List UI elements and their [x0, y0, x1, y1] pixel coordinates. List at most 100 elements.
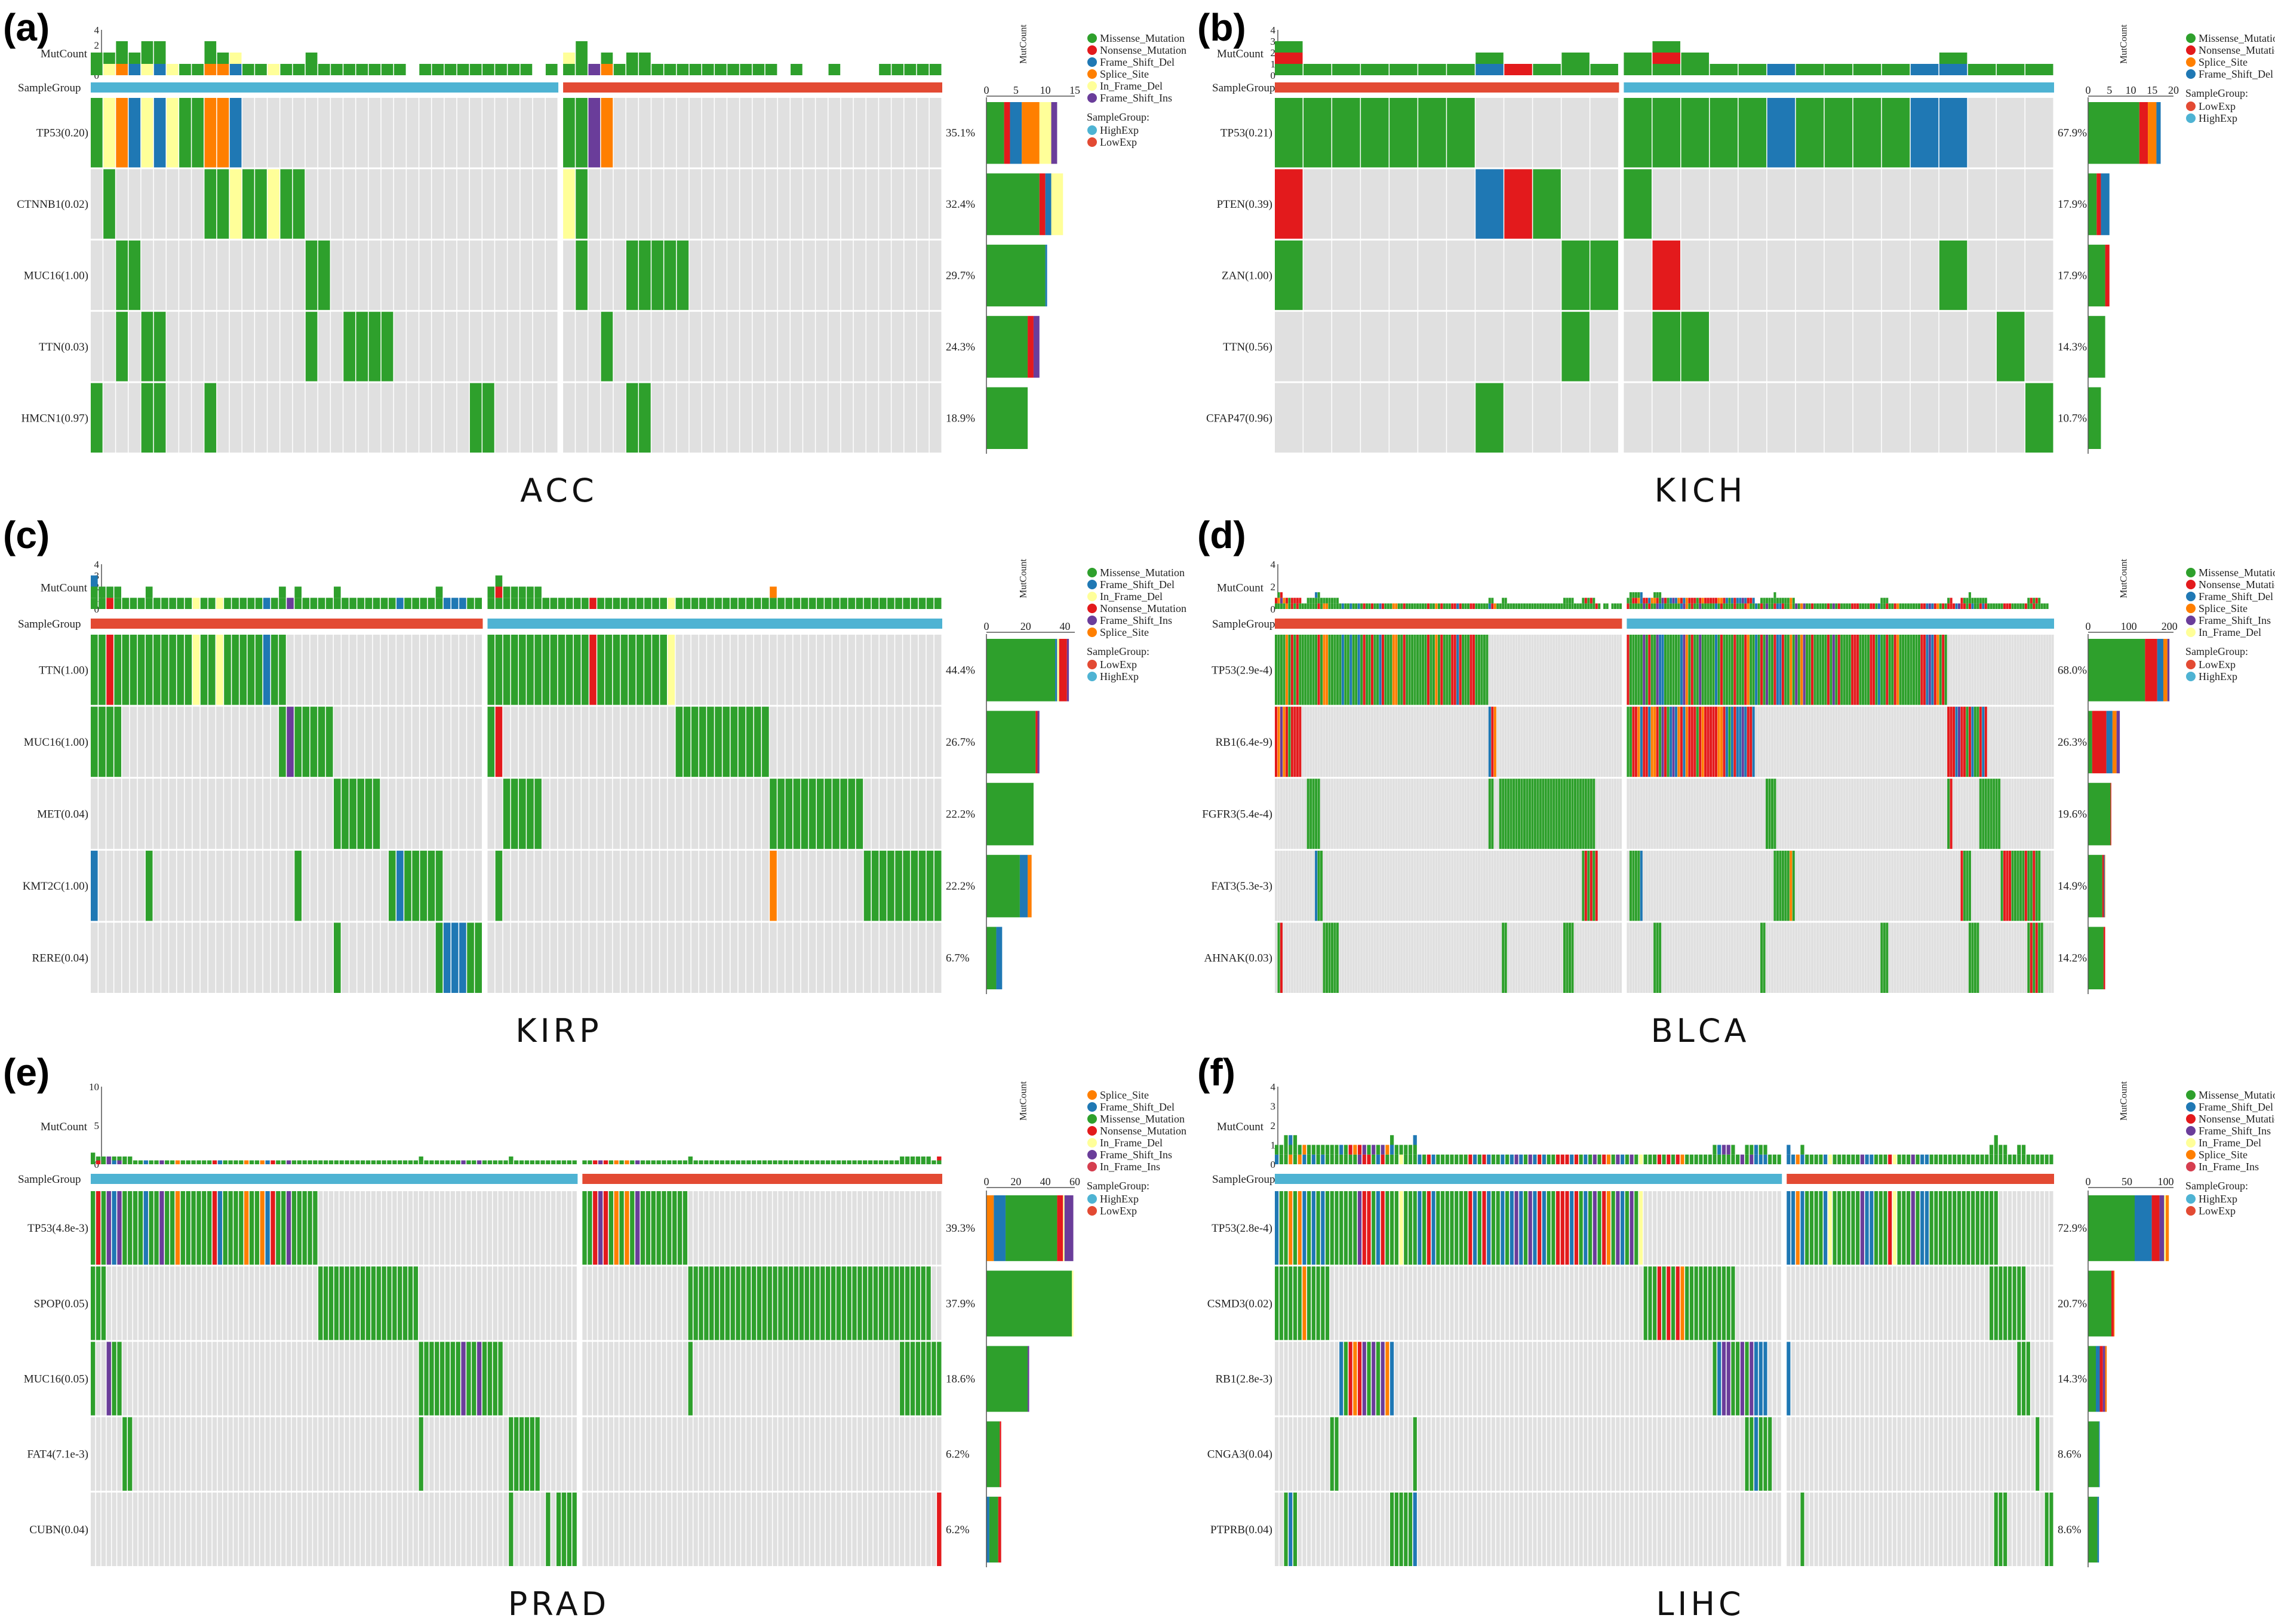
empty-cell [1763, 850, 1766, 921]
empty-cell [1421, 850, 1425, 921]
legend-dot [1087, 1194, 1097, 1204]
empty-cell [1582, 706, 1585, 777]
empty-cell [1707, 850, 1710, 921]
mut-cell [1950, 779, 1953, 849]
legend-dot [1087, 1150, 1097, 1159]
mut-cell [279, 706, 286, 777]
mut-cell [1459, 635, 1462, 705]
empty-cell [668, 706, 675, 777]
mut-cell [660, 635, 667, 705]
empty-cell [233, 1342, 238, 1416]
empty-cell [294, 922, 302, 993]
empty-cell [799, 1492, 804, 1566]
empty-cell [439, 1266, 445, 1340]
mut-cell [1283, 706, 1286, 777]
mut-cell [1704, 706, 1707, 777]
gene-pct: 14.3% [2058, 341, 2087, 353]
empty-cell [1634, 1342, 1638, 1416]
mut-cell [323, 1266, 328, 1340]
mutcount-bar [1677, 598, 1680, 604]
legend-label: Frame_Shift_Del [1100, 56, 1175, 68]
empty-cell [305, 98, 318, 168]
mutcount-bar [228, 1160, 233, 1164]
mutcount-bar [535, 1160, 540, 1164]
side-bar [1064, 1195, 1074, 1262]
empty-cell [915, 1492, 921, 1566]
empty-cell [1424, 779, 1427, 849]
mut-cell [1750, 635, 1753, 705]
empty-cell [1915, 850, 1918, 921]
mutcount-bar [1627, 598, 1630, 604]
mutcount-bar [689, 64, 702, 75]
mutcount-bar [1953, 603, 1956, 609]
empty-cell [466, 1492, 471, 1566]
mut-cell [1285, 635, 1288, 705]
mut-cell [1939, 240, 1967, 310]
side-bar [2148, 102, 2157, 164]
mut-cell [900, 1266, 905, 1340]
mutcount-tick: 3 [1271, 1101, 1276, 1112]
empty-cell [1482, 1417, 1486, 1491]
empty-cell [1833, 1342, 1837, 1416]
empty-cell [1990, 850, 1993, 921]
empty-cell [294, 779, 302, 849]
gene-pct: 35.1% [946, 127, 975, 140]
mut-cell [1413, 1417, 1417, 1491]
empty-cell [1582, 635, 1585, 705]
empty-cell [2045, 1266, 2049, 1340]
empty-cell [1429, 706, 1432, 777]
empty-cell [402, 1342, 408, 1416]
empty-cell [1971, 1342, 1975, 1416]
mutcount-bar [91, 53, 103, 64]
empty-cell [777, 169, 790, 239]
empty-cell [1462, 850, 1465, 921]
empty-cell [1948, 1266, 1952, 1340]
mut-cell [1717, 635, 1720, 705]
empty-cell [233, 1266, 238, 1340]
empty-cell [762, 922, 769, 993]
empty-cell [265, 1492, 270, 1566]
mutcount-bar [527, 586, 534, 598]
empty-cell [550, 850, 558, 921]
empty-cell [1373, 922, 1376, 993]
mut-cell [1336, 922, 1339, 993]
empty-cell [1779, 922, 1782, 993]
empty-cell [1421, 706, 1425, 777]
empty-cell [402, 1492, 408, 1566]
empty-cell [1592, 1342, 1597, 1416]
mutcount-bar [313, 1160, 318, 1164]
samplegroup-bar-highexp [91, 1174, 578, 1184]
empty-cell [1830, 922, 1833, 993]
empty-cell [1280, 850, 1283, 921]
empty-cell [1603, 779, 1606, 849]
mut-cell [1765, 779, 1769, 849]
mut-cell [1800, 635, 1803, 705]
mut-cell [334, 922, 341, 993]
empty-cell [413, 1191, 418, 1265]
empty-cell [1870, 1266, 1874, 1340]
empty-cell [2026, 1191, 2030, 1265]
empty-cell [1510, 1342, 1514, 1416]
empty-cell [1330, 1342, 1334, 1416]
mutcount-bar [1896, 603, 1899, 609]
empty-cell [1520, 922, 1523, 993]
mutcount-bar [1875, 603, 1878, 609]
empty-cell [1835, 779, 1838, 849]
empty-cell [1936, 706, 1939, 777]
empty-cell [1750, 850, 1753, 921]
mut-cell [1573, 779, 1576, 849]
empty-cell [1565, 1266, 1569, 1340]
empty-cell [1747, 922, 1750, 993]
empty-cell [1723, 850, 1726, 921]
empty-cell [305, 383, 318, 453]
empty-cell [794, 1492, 799, 1566]
empty-cell [1385, 1266, 1389, 1340]
empty-cell [381, 383, 393, 453]
empty-cell [1592, 922, 1595, 993]
empty-cell [1944, 779, 1947, 849]
empty-cell [1443, 850, 1446, 921]
mut-cell [1440, 1191, 1445, 1265]
empty-cell [239, 1492, 244, 1566]
empty-cell [1555, 706, 1558, 777]
empty-cell [714, 1342, 720, 1416]
